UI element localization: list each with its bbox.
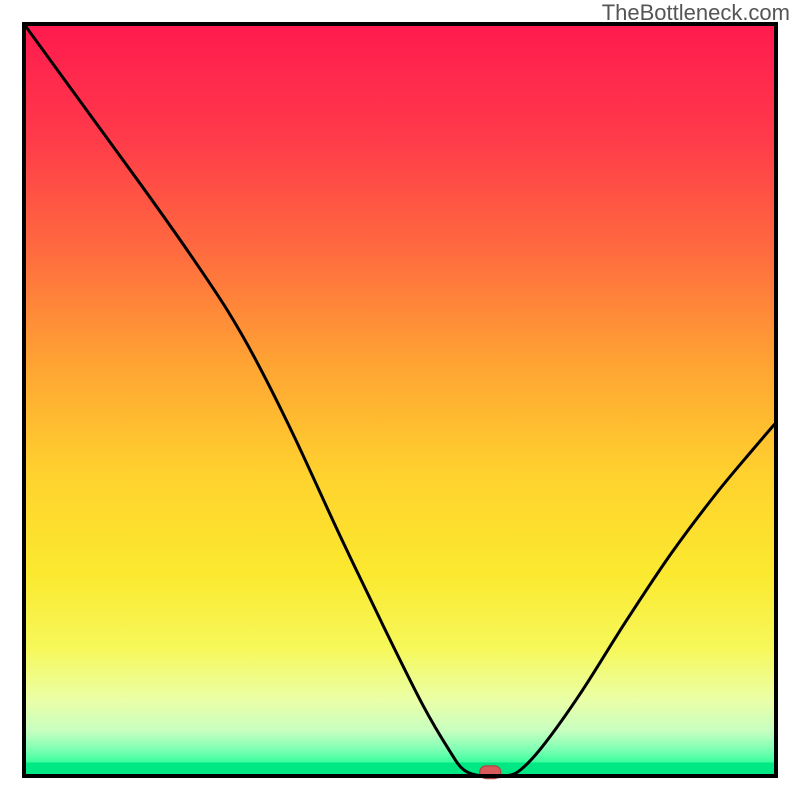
bottleneck-chart: TheBottleneck.com [0,0,800,800]
plot-bottom-band [24,762,776,776]
watermark-text: TheBottleneck.com [602,0,790,25]
